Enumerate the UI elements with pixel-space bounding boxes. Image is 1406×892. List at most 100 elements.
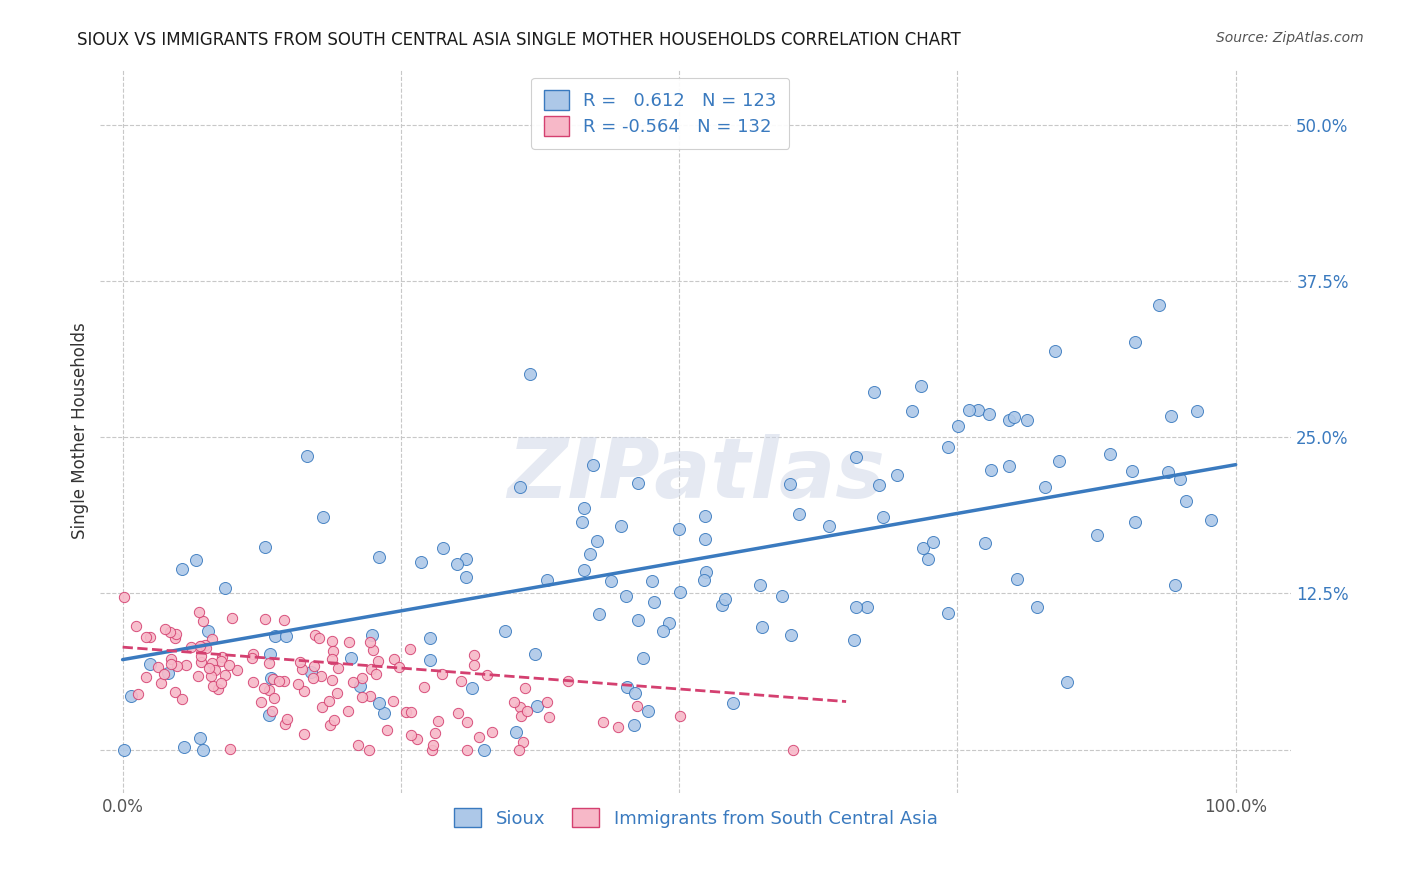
Point xyxy=(652,624,675,638)
Point xyxy=(627,613,650,627)
Point xyxy=(311,700,333,714)
Point xyxy=(375,723,398,738)
Point xyxy=(782,742,804,756)
Point xyxy=(264,629,287,643)
Point xyxy=(262,673,284,687)
Point xyxy=(135,670,157,684)
Point xyxy=(273,614,295,628)
Point xyxy=(342,675,364,690)
Point xyxy=(472,742,495,756)
Point xyxy=(779,477,801,491)
Point xyxy=(240,651,263,665)
Point xyxy=(191,742,214,756)
Point xyxy=(138,630,160,644)
Point xyxy=(463,648,485,662)
Point xyxy=(336,704,359,718)
Point xyxy=(242,648,264,662)
Point xyxy=(936,606,959,620)
Point xyxy=(288,655,311,669)
Point xyxy=(910,378,932,392)
Point xyxy=(156,666,179,681)
Point xyxy=(508,742,530,756)
Point xyxy=(188,640,211,654)
Point xyxy=(695,565,717,579)
Point xyxy=(845,450,868,464)
Point xyxy=(412,681,434,695)
Point xyxy=(388,660,411,674)
Point xyxy=(381,694,404,708)
Point xyxy=(349,679,371,693)
Point xyxy=(574,563,596,577)
Point xyxy=(456,552,478,566)
Point xyxy=(505,725,527,739)
Text: Source: ZipAtlas.com: Source: ZipAtlas.com xyxy=(1216,31,1364,45)
Point xyxy=(337,635,360,649)
Point xyxy=(127,687,149,701)
Point xyxy=(160,657,183,671)
Point xyxy=(146,659,169,673)
Point xyxy=(422,738,444,752)
Point xyxy=(467,730,489,744)
Point xyxy=(749,578,772,592)
Point xyxy=(571,515,593,529)
Point xyxy=(426,714,449,728)
Point xyxy=(197,624,219,639)
Point xyxy=(209,654,232,668)
Point xyxy=(977,408,1000,422)
Point xyxy=(494,624,516,638)
Point xyxy=(187,669,209,683)
Point xyxy=(432,541,454,555)
Point xyxy=(599,574,621,589)
Point xyxy=(477,668,499,682)
Point xyxy=(693,508,716,523)
Point xyxy=(509,480,531,494)
Point xyxy=(515,681,537,695)
Point xyxy=(1123,335,1146,350)
Point xyxy=(360,663,382,677)
Point xyxy=(259,647,281,661)
Point xyxy=(922,535,945,549)
Point xyxy=(174,657,197,672)
Point xyxy=(273,716,295,731)
Point xyxy=(510,709,533,723)
Point xyxy=(188,605,211,619)
Point xyxy=(780,628,803,642)
Point xyxy=(292,727,315,741)
Point xyxy=(406,731,429,746)
Point xyxy=(574,500,596,515)
Point xyxy=(456,715,478,730)
Point xyxy=(721,696,744,710)
Point xyxy=(693,573,716,587)
Point xyxy=(257,682,280,697)
Point xyxy=(519,367,541,381)
Point xyxy=(321,673,343,687)
Point xyxy=(1157,465,1180,479)
Point xyxy=(221,610,243,624)
Point xyxy=(592,714,614,729)
Point xyxy=(863,385,886,400)
Point xyxy=(711,598,734,612)
Point xyxy=(326,686,349,700)
Point xyxy=(998,413,1021,427)
Point xyxy=(112,742,135,756)
Point xyxy=(368,549,391,564)
Point xyxy=(658,616,681,631)
Point xyxy=(886,468,908,483)
Point xyxy=(153,667,176,681)
Point xyxy=(125,619,148,633)
Point xyxy=(1185,404,1208,418)
Point xyxy=(190,639,212,653)
Point xyxy=(637,704,659,718)
Point xyxy=(191,615,214,629)
Point xyxy=(382,652,405,666)
Point xyxy=(322,713,344,727)
Point xyxy=(1199,513,1222,527)
Point xyxy=(318,694,340,708)
Point xyxy=(347,738,370,752)
Point xyxy=(633,651,655,665)
Point xyxy=(419,632,441,646)
Point xyxy=(1175,493,1198,508)
Point xyxy=(319,718,342,732)
Point xyxy=(170,562,193,576)
Point xyxy=(364,666,387,681)
